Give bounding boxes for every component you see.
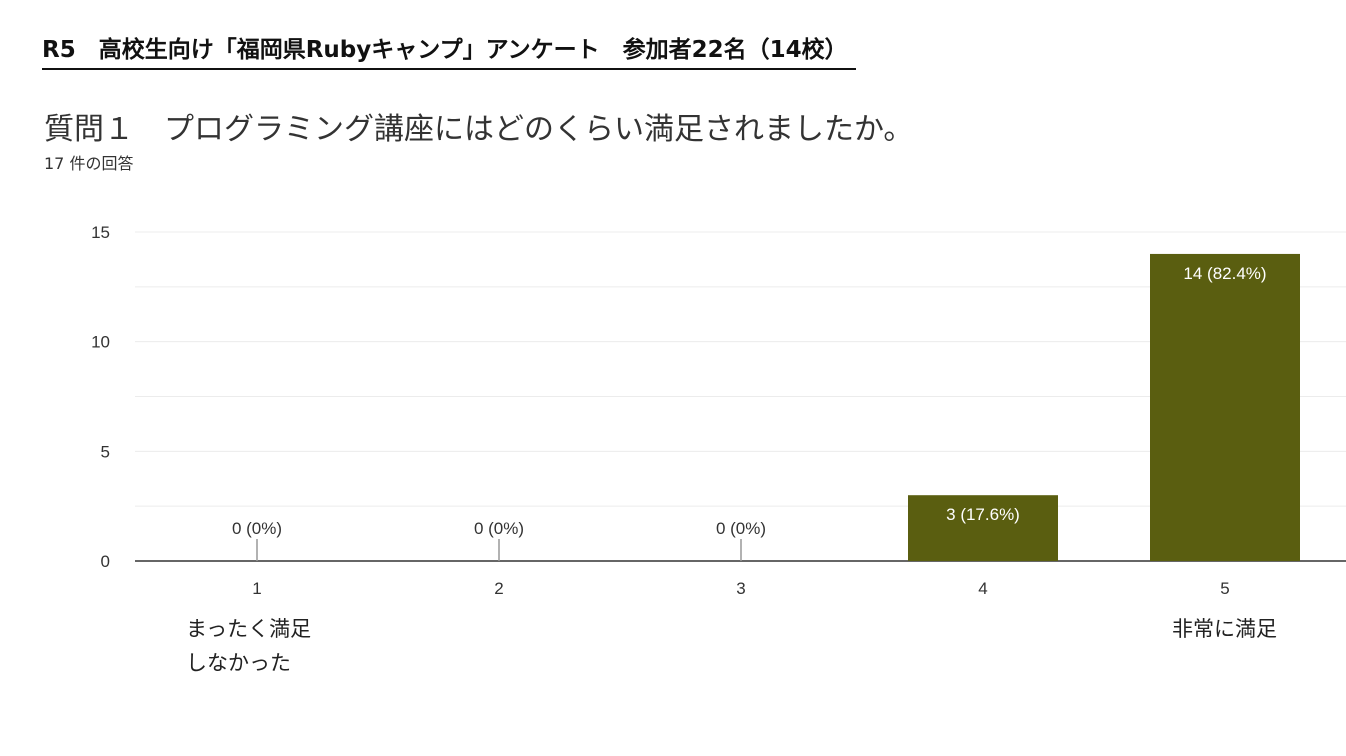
x-tick-label: 2 xyxy=(494,579,503,598)
x-tick-label: 1 xyxy=(252,579,261,598)
y-tick-label: 10 xyxy=(91,333,110,352)
response-count: 17 件の回答 xyxy=(44,154,134,173)
scale-low-label-line-2: しなかった xyxy=(186,651,291,675)
question-title: 質問１ プログラミング講座にはどのくらい満足されましたか。 xyxy=(44,112,914,147)
x-tick-label: 5 xyxy=(1220,579,1229,598)
bar-data-label: 3 (17.6%) xyxy=(946,505,1020,524)
bar xyxy=(1150,253,1300,561)
scale-low-label: まったく満足 しなかった xyxy=(186,612,311,680)
bar-data-label: 14 (82.4%) xyxy=(1183,264,1266,283)
bar xyxy=(908,495,1058,561)
bar-data-label: 0 (0%) xyxy=(232,519,282,538)
y-tick-label: 15 xyxy=(91,223,110,242)
bar-data-label: 0 (0%) xyxy=(716,519,766,538)
bar-data-label: 0 (0%) xyxy=(474,519,524,538)
x-tick-label: 3 xyxy=(736,579,745,598)
x-tick-label: 4 xyxy=(978,579,987,598)
bar-chart: 0 5 10 15 0 (0%) 1 0 (0%) 2 0 (0%) 3 3 (17.6%) 4 14 … xyxy=(91,223,1346,598)
y-tick-label: 5 xyxy=(101,442,110,461)
scale-high-label-line-1: 非常に満足 xyxy=(1172,617,1277,641)
scale-low-label-line-1: まったく満足 xyxy=(186,617,312,641)
scale-high-label: 非常に満足 xyxy=(1172,612,1277,646)
survey-title: R5 高校生向け「福岡県Rubyキャンプ」アンケート 参加者22名（14校） xyxy=(42,30,856,70)
y-tick-label: 0 xyxy=(101,552,110,571)
